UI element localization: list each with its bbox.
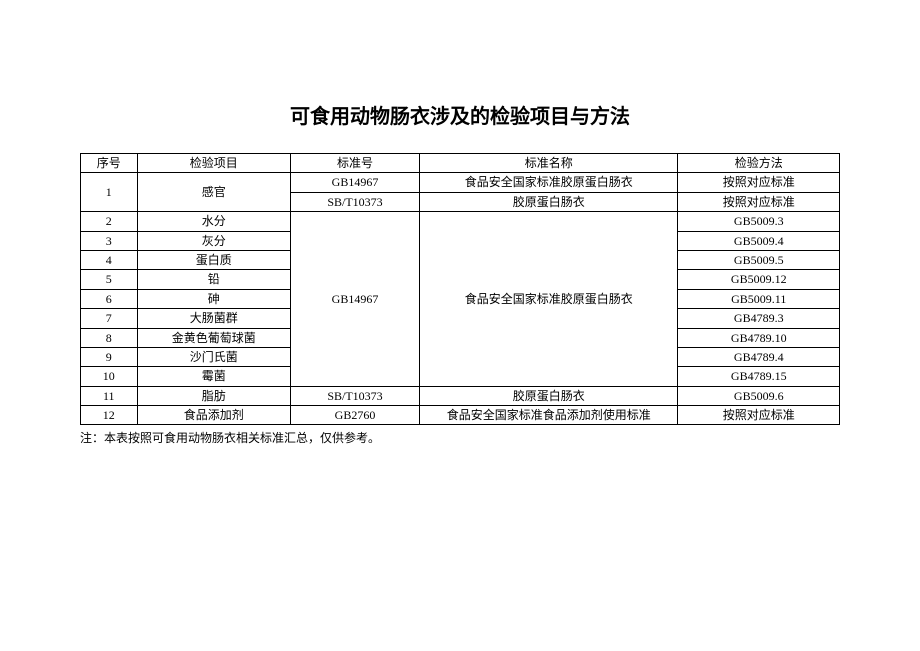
cell-seq: 10 [81,367,138,386]
cell-method: 按照对应标准 [678,173,840,192]
header-standard-name: 标准名称 [420,154,678,173]
cell-name: 食品安全国家标准食品添加剂使用标准 [420,406,678,425]
cell-seq: 1 [81,173,138,212]
cell-std: GB2760 [290,406,419,425]
cell-std-merged: GB14967 [290,212,419,387]
cell-method: GB5009.12 [678,270,840,289]
cell-item: 砷 [137,289,290,308]
table-row: 1 感官 GB14967 食品安全国家标准胶原蛋白肠衣 按照对应标准 [81,173,840,192]
header-standard-no: 标准号 [290,154,419,173]
cell-method: GB5009.11 [678,289,840,308]
table-row: 11 脂肪 SB/T10373 胶原蛋白肠衣 GB5009.6 [81,386,840,405]
cell-item: 灰分 [137,231,290,250]
cell-std: GB14967 [290,173,419,192]
cell-seq: 3 [81,231,138,250]
cell-method: GB5009.3 [678,212,840,231]
cell-method: GB4789.10 [678,328,840,347]
cell-item: 水分 [137,212,290,231]
cell-std: SB/T10373 [290,192,419,211]
cell-item: 金黄色葡萄球菌 [137,328,290,347]
header-seq: 序号 [81,154,138,173]
cell-name: 胶原蛋白肠衣 [420,386,678,405]
cell-seq: 12 [81,406,138,425]
cell-method: GB5009.6 [678,386,840,405]
cell-method: GB4789.3 [678,309,840,328]
table-row: 12 食品添加剂 GB2760 食品安全国家标准食品添加剂使用标准 按照对应标准 [81,406,840,425]
cell-item: 沙门氏菌 [137,347,290,366]
cell-item: 大肠菌群 [137,309,290,328]
cell-seq: 7 [81,309,138,328]
cell-item: 霉菌 [137,367,290,386]
cell-seq: 8 [81,328,138,347]
cell-method: GB4789.15 [678,367,840,386]
inspection-table: 序号 检验项目 标准号 标准名称 检验方法 1 感官 GB14967 食品安全国… [80,153,840,425]
cell-method: GB5009.5 [678,250,840,269]
cell-seq: 9 [81,347,138,366]
cell-item: 脂肪 [137,386,290,405]
cell-method: 按照对应标准 [678,406,840,425]
cell-name: 食品安全国家标准胶原蛋白肠衣 [420,173,678,192]
cell-method: GB4789.4 [678,347,840,366]
cell-seq: 5 [81,270,138,289]
header-method: 检验方法 [678,154,840,173]
cell-seq: 2 [81,212,138,231]
cell-name-merged: 食品安全国家标准胶原蛋白肠衣 [420,212,678,387]
cell-seq: 6 [81,289,138,308]
cell-seq: 4 [81,250,138,269]
cell-method: GB5009.4 [678,231,840,250]
cell-item: 感官 [137,173,290,212]
cell-std: SB/T10373 [290,386,419,405]
table-row: 2 水分 GB14967 食品安全国家标准胶原蛋白肠衣 GB5009.3 [81,212,840,231]
cell-seq: 11 [81,386,138,405]
header-item: 检验项目 [137,154,290,173]
document-title: 可食用动物肠衣涉及的检验项目与方法 [80,100,840,129]
cell-item: 铅 [137,270,290,289]
cell-item: 食品添加剂 [137,406,290,425]
cell-item: 蛋白质 [137,250,290,269]
footnote: 注：本表按照可食用动物肠衣相关标准汇总，仅供参考。 [80,429,840,446]
cell-method: 按照对应标准 [678,192,840,211]
table-header-row: 序号 检验项目 标准号 标准名称 检验方法 [81,154,840,173]
cell-name: 胶原蛋白肠衣 [420,192,678,211]
